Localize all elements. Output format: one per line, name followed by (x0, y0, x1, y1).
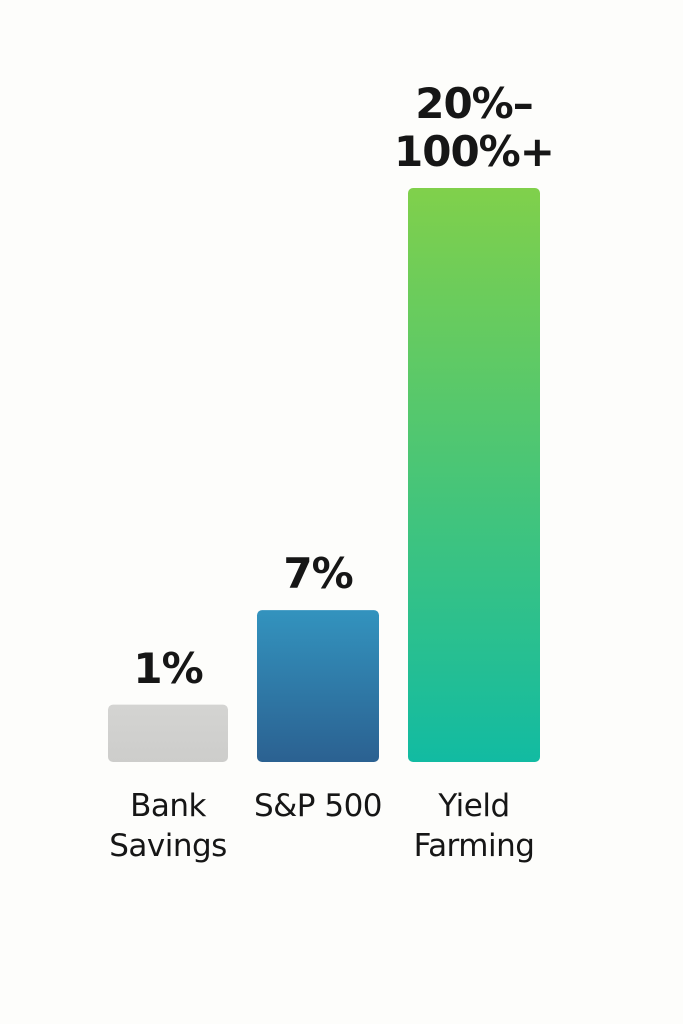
category-label: Bank Savings (109, 788, 227, 864)
category-label: Yield Farming (413, 788, 535, 864)
value-label: 20%–100%+ (394, 79, 555, 176)
bar (257, 610, 379, 762)
bar (108, 704, 228, 762)
value-label: 1% (133, 643, 203, 693)
category-label: S&P 500 (253, 788, 383, 824)
bar (408, 188, 540, 762)
value-label: 7% (283, 549, 353, 599)
